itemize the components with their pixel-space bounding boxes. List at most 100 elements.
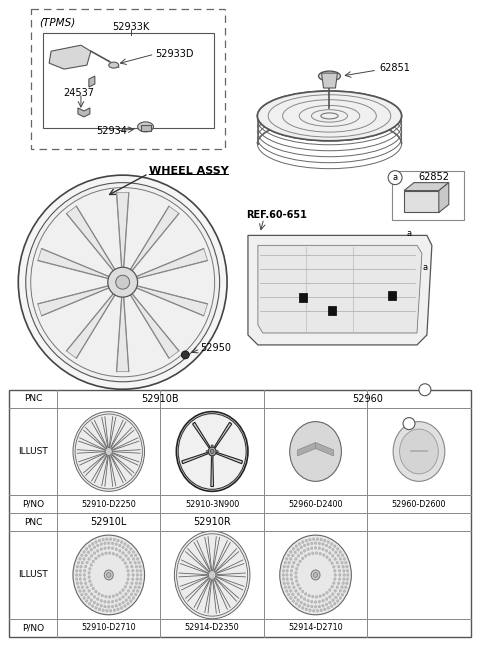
Ellipse shape <box>319 595 322 598</box>
Ellipse shape <box>117 608 119 611</box>
Text: ILLUST: ILLUST <box>18 570 48 579</box>
Ellipse shape <box>284 561 287 564</box>
Ellipse shape <box>343 558 346 560</box>
Ellipse shape <box>393 422 445 482</box>
Ellipse shape <box>318 605 321 608</box>
Ellipse shape <box>109 538 112 541</box>
Ellipse shape <box>290 574 292 576</box>
Text: PNC: PNC <box>24 518 42 527</box>
Bar <box>299 293 307 302</box>
Ellipse shape <box>108 547 110 549</box>
Ellipse shape <box>181 351 189 359</box>
Ellipse shape <box>79 589 81 593</box>
Circle shape <box>206 451 208 453</box>
Ellipse shape <box>138 122 154 132</box>
Ellipse shape <box>124 562 127 564</box>
Ellipse shape <box>132 589 135 592</box>
Ellipse shape <box>331 562 334 564</box>
Polygon shape <box>439 183 449 212</box>
Ellipse shape <box>97 593 100 595</box>
Ellipse shape <box>341 586 343 589</box>
Ellipse shape <box>343 570 345 572</box>
Ellipse shape <box>339 589 342 592</box>
Bar <box>328 306 336 315</box>
Ellipse shape <box>134 586 136 589</box>
Polygon shape <box>66 206 115 271</box>
Ellipse shape <box>100 604 103 607</box>
Ellipse shape <box>83 558 85 560</box>
Ellipse shape <box>301 557 304 560</box>
Ellipse shape <box>132 570 134 572</box>
Ellipse shape <box>92 560 95 563</box>
Ellipse shape <box>339 574 341 576</box>
Ellipse shape <box>79 570 82 572</box>
Polygon shape <box>404 191 439 212</box>
Ellipse shape <box>80 582 83 585</box>
Ellipse shape <box>289 589 292 592</box>
Ellipse shape <box>132 551 135 553</box>
Ellipse shape <box>301 541 304 543</box>
Ellipse shape <box>138 586 140 589</box>
Ellipse shape <box>336 586 338 589</box>
Ellipse shape <box>399 429 438 474</box>
Ellipse shape <box>90 583 93 587</box>
Ellipse shape <box>84 582 87 585</box>
Ellipse shape <box>88 572 90 574</box>
Ellipse shape <box>104 542 106 545</box>
Ellipse shape <box>140 574 142 576</box>
Ellipse shape <box>131 582 133 585</box>
Ellipse shape <box>93 595 96 599</box>
Ellipse shape <box>131 565 133 568</box>
Ellipse shape <box>295 572 297 574</box>
Ellipse shape <box>102 538 105 541</box>
Ellipse shape <box>329 601 331 604</box>
Ellipse shape <box>136 558 139 560</box>
Ellipse shape <box>90 549 93 551</box>
Ellipse shape <box>111 600 114 603</box>
Ellipse shape <box>329 552 331 555</box>
Ellipse shape <box>297 583 300 587</box>
Text: 52960: 52960 <box>352 394 383 403</box>
Polygon shape <box>89 76 95 87</box>
Ellipse shape <box>96 544 99 547</box>
Ellipse shape <box>295 545 298 547</box>
Ellipse shape <box>315 552 318 555</box>
Ellipse shape <box>77 586 80 589</box>
Text: 62851: 62851 <box>379 63 410 73</box>
Ellipse shape <box>289 558 292 560</box>
Bar <box>388 291 396 300</box>
Ellipse shape <box>134 561 136 564</box>
Ellipse shape <box>98 539 101 542</box>
Ellipse shape <box>325 603 328 606</box>
Ellipse shape <box>112 595 115 598</box>
Ellipse shape <box>288 593 290 596</box>
Ellipse shape <box>85 593 87 596</box>
Ellipse shape <box>95 557 97 560</box>
Ellipse shape <box>318 547 321 550</box>
Ellipse shape <box>331 585 334 588</box>
Ellipse shape <box>89 568 91 570</box>
Ellipse shape <box>337 582 340 585</box>
Polygon shape <box>66 293 115 358</box>
Ellipse shape <box>295 558 297 560</box>
Ellipse shape <box>336 561 338 564</box>
Ellipse shape <box>115 604 118 607</box>
Ellipse shape <box>100 543 103 545</box>
Ellipse shape <box>125 555 127 557</box>
Ellipse shape <box>73 535 144 615</box>
Ellipse shape <box>108 605 110 608</box>
Ellipse shape <box>337 565 340 568</box>
Ellipse shape <box>325 549 328 553</box>
Ellipse shape <box>334 589 336 592</box>
Ellipse shape <box>303 549 306 553</box>
Ellipse shape <box>129 586 132 589</box>
Ellipse shape <box>125 599 128 602</box>
Polygon shape <box>78 108 90 117</box>
Ellipse shape <box>132 578 134 581</box>
Ellipse shape <box>130 593 133 596</box>
Ellipse shape <box>108 552 111 555</box>
Ellipse shape <box>338 570 341 572</box>
Ellipse shape <box>140 578 142 581</box>
Ellipse shape <box>119 556 121 558</box>
Ellipse shape <box>119 603 121 606</box>
